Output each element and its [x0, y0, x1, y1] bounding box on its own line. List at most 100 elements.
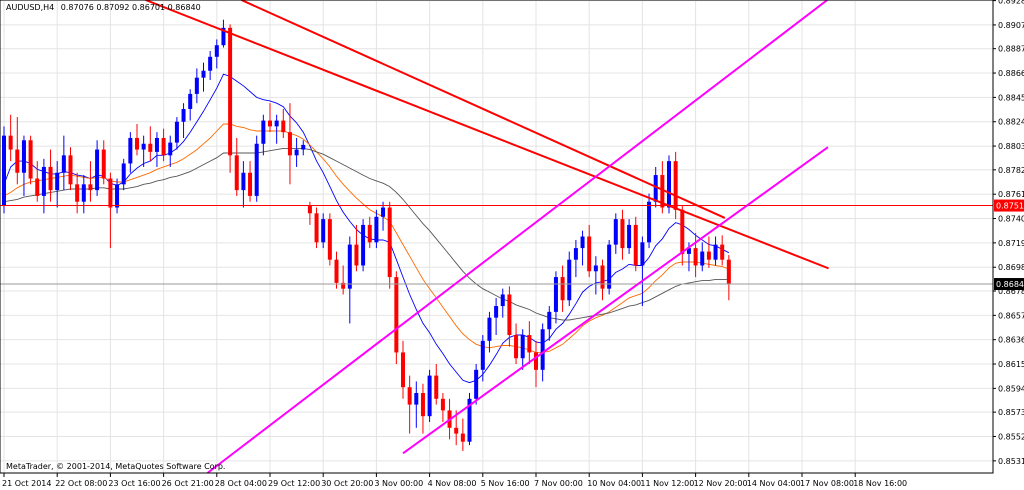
candle-body	[440, 398, 445, 411]
candle-body	[573, 248, 578, 260]
candle-body	[314, 213, 319, 243]
candle-body	[593, 265, 598, 272]
x-tick-label: 29 Oct 12:00	[268, 479, 320, 488]
candle-body	[474, 369, 479, 399]
candle-body	[640, 242, 645, 266]
candle-body	[454, 427, 459, 434]
candle-body	[407, 387, 412, 405]
candle-body	[627, 224, 632, 249]
x-tick-label: 26 Oct 21:00	[162, 479, 214, 488]
price-tag-label: 0.86840	[996, 280, 1024, 289]
candle-body	[75, 184, 80, 202]
x-tick-label: 3 Nov 00:00	[374, 479, 423, 488]
trendlines	[145, 0, 829, 474]
candle-body	[686, 248, 691, 254]
copyright-text: MetaTrader, © 2001-2014, MetaQuotes Soft…	[6, 462, 225, 471]
candle-body	[135, 137, 139, 150]
y-tick-label: 0.85525	[998, 432, 1024, 441]
candle-body	[507, 294, 512, 336]
candle-body	[228, 27, 233, 156]
candle-body	[15, 149, 20, 173]
y-tick-label: 0.89285	[998, 0, 1024, 6]
candle-body	[620, 219, 625, 249]
ma-line-2	[3, 147, 729, 321]
candle-body	[560, 277, 565, 301]
candle-body	[693, 248, 698, 266]
candle-body	[221, 27, 226, 46]
candle-body	[21, 140, 26, 173]
candle-body	[547, 311, 552, 330]
x-tick-label: 12 Nov 20:00	[694, 479, 748, 488]
candle-body	[613, 219, 618, 245]
candle-body	[115, 184, 120, 208]
candle-body	[700, 251, 705, 266]
candle-body	[55, 172, 60, 191]
x-tick-label: 5 Nov 16:00	[481, 479, 530, 488]
candle-body	[394, 277, 399, 353]
candle-body	[361, 224, 366, 266]
price-tag-label: 0.87517	[996, 202, 1024, 211]
candle-body	[261, 120, 266, 144]
candle-body	[161, 137, 166, 156]
candle-body	[254, 143, 259, 196]
candle-body	[500, 294, 505, 307]
trendline	[145, 0, 829, 270]
candle-body	[347, 244, 352, 289]
x-tick-label: 7 Nov 00:00	[534, 479, 583, 488]
candle-body	[128, 137, 133, 164]
x-tick-label: 21 Oct 2014	[2, 479, 51, 488]
trendline	[240, 0, 726, 219]
candle-body	[214, 45, 219, 57]
x-tick-label: 17 Nov 08:00	[800, 479, 854, 488]
candle-body	[68, 155, 73, 185]
candle-body	[381, 207, 386, 217]
y-tick-label: 0.85315	[998, 457, 1024, 466]
price-tags: 0.87517 0.86840	[994, 199, 1024, 291]
y-tick-label: 0.87825	[998, 166, 1024, 175]
y-tick-label: 0.86985	[998, 263, 1024, 272]
candle-body	[35, 178, 40, 196]
candle-body	[713, 244, 718, 260]
candle-body	[480, 340, 485, 370]
candle-body	[354, 244, 359, 266]
candle-body	[2, 135, 6, 206]
y-tick-label: 0.87195	[998, 239, 1024, 248]
candle-body	[534, 352, 538, 370]
candle-body	[387, 207, 392, 278]
candle-body	[201, 70, 206, 78]
candle-body	[194, 77, 199, 94]
candle-body	[8, 135, 13, 150]
candle-body	[321, 219, 326, 243]
candle-body	[154, 137, 159, 152]
candle-body	[401, 352, 405, 388]
x-tick-label: 23 Oct 16:00	[108, 479, 160, 488]
time-axis[interactable]: 21 Oct 2014 22 Oct 08:00 23 Oct 16:00 26 Oc…	[2, 473, 907, 488]
candle-body	[653, 175, 658, 202]
price-tag-box	[994, 199, 1024, 212]
candle-body	[494, 306, 499, 318]
candle-body	[141, 143, 146, 150]
x-tick-label: 10 Nov 04:00	[587, 479, 641, 488]
candle-body	[520, 335, 525, 359]
candle-body	[41, 166, 46, 196]
candle-body	[633, 224, 638, 266]
candle-body	[101, 149, 106, 179]
candle-body	[95, 149, 100, 191]
grid	[0, 0, 993, 473]
candle-body	[327, 219, 332, 260]
candle-body	[334, 259, 339, 283]
candle-body	[248, 172, 253, 196]
candle-body	[427, 375, 432, 417]
candle-body	[607, 244, 612, 289]
x-tick-label: 28 Oct 04:00	[215, 479, 267, 488]
